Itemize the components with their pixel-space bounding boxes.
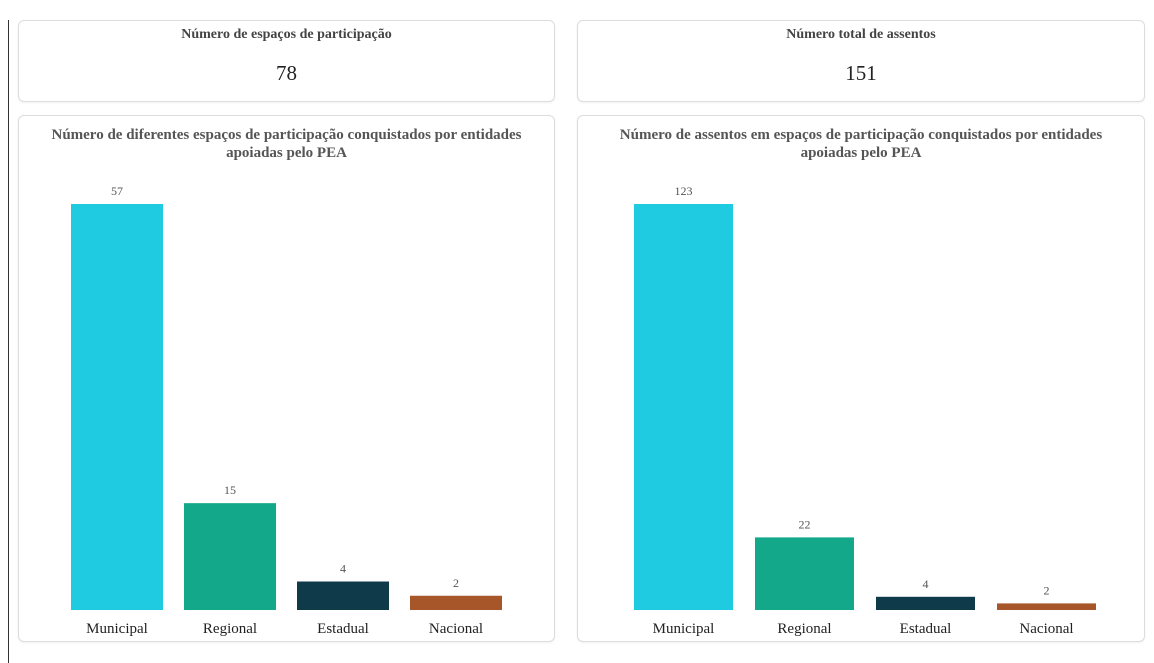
chart: 57 Municipal 15 Regional 4 Estadual 2 Nacional <box>71 184 502 637</box>
kpi-title: Número de espaços de participação <box>181 27 392 42</box>
chart-title: Número de diferentes espaços de particip… <box>51 127 522 161</box>
bar <box>997 603 1096 610</box>
bar <box>184 503 276 610</box>
category-label: Estadual <box>317 621 369 637</box>
kpi-value: 78 <box>276 61 297 85</box>
value-label: 22 <box>799 517 811 531</box>
bar <box>410 595 502 610</box>
value-label: 2 <box>453 576 459 590</box>
category-label: Nacional <box>1019 621 1073 637</box>
chart-card: Número de assentos em espaços de partici… <box>577 115 1145 642</box>
chart-title: Número de assentos em espaços de partici… <box>619 127 1103 161</box>
value-label: 15 <box>224 483 236 497</box>
category-label: Municipal <box>86 621 148 637</box>
value-label: 123 <box>675 184 693 198</box>
category-label: Regional <box>203 621 257 637</box>
bar <box>71 204 163 610</box>
value-label: 57 <box>111 184 123 198</box>
category-label: Estadual <box>900 621 952 637</box>
left-border <box>8 20 9 663</box>
value-label: 2 <box>1044 583 1050 597</box>
category-label: Regional <box>777 621 831 637</box>
chart-card: Número de diferentes espaços de particip… <box>18 115 555 642</box>
bar <box>634 204 733 610</box>
kpi-title: Número total de assentos <box>786 27 936 42</box>
chart: 123 Municipal 22 Regional 4 Estadual 2 Nacional <box>634 184 1096 637</box>
kpi-value: 151 <box>845 61 877 85</box>
bar <box>876 596 975 610</box>
kpi-card: Número total de assentos 151 <box>577 20 1145 102</box>
kpi-card: Número de espaços de participação 78 <box>18 20 555 102</box>
category-label: Nacional <box>429 621 483 637</box>
value-label: 4 <box>923 577 929 591</box>
bar <box>297 581 389 610</box>
bar <box>755 537 854 610</box>
value-label: 4 <box>340 562 346 576</box>
category-label: Municipal <box>653 621 715 637</box>
